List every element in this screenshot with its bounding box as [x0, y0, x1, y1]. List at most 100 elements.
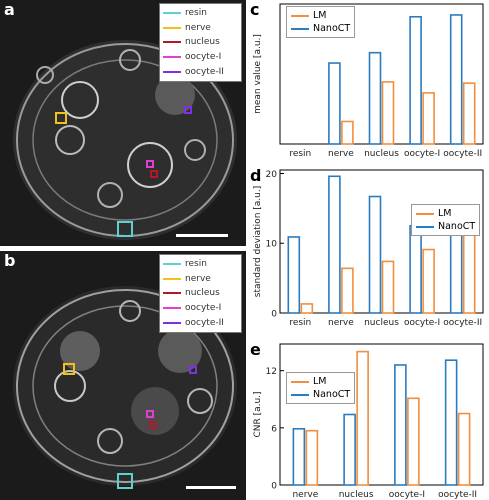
legend-item: resin — [163, 6, 238, 21]
plot-frame — [279, 169, 484, 314]
legend-label: resin — [185, 259, 207, 270]
roi-nerve — [55, 112, 67, 124]
panel-label-b: b — [4, 251, 16, 270]
chart-canvas: mean value [a.u.] resin nerve nucleus oocyte… — [253, 3, 484, 500]
legend-label: nerve — [185, 273, 211, 284]
y-tick-label: 0 — [271, 482, 277, 492]
legend-swatch — [291, 27, 309, 30]
legend-swatch — [163, 292, 181, 295]
legend-item: nucleus — [163, 35, 238, 50]
bar-lm-nucleus — [356, 350, 369, 486]
legend-swatch — [291, 393, 309, 396]
legend-swatch — [163, 321, 181, 324]
plot-frame — [279, 343, 484, 486]
chart-legend: LM NanoCT — [286, 6, 356, 38]
bar-nanoct-oocyte-I — [394, 364, 407, 486]
legend-label: NanoCT — [313, 389, 351, 400]
bar-lm-oocyte-I — [422, 92, 435, 145]
x-tick-label: oocyte-II — [443, 149, 482, 159]
x-tick-label: nucleus — [339, 490, 374, 500]
x-tick-label: oocyte-II — [438, 490, 477, 500]
bar-lm-nerve — [341, 267, 354, 314]
x-tick-label: resin — [289, 149, 311, 159]
bar-lm-nucleus — [381, 81, 395, 145]
bar-nanoct-oocyte-I — [409, 15, 422, 145]
y-axis-label: CNR [a.u.] — [253, 391, 263, 437]
legend-entry: NanoCT — [416, 220, 475, 233]
bar-lm-oocyte-II — [462, 82, 476, 145]
bar-nanoct-nucleus — [343, 413, 356, 486]
roi-oocyte-ii — [184, 106, 192, 114]
panel-label-d: d — [250, 166, 262, 185]
legend-item: oocyte-II — [163, 315, 238, 330]
x-tick-label: nucleus — [364, 149, 399, 159]
roi-legend-b: resin nerve nucleus oocyte-I oocyte-II — [159, 254, 242, 333]
roi-oocyte-ii — [189, 366, 197, 374]
legend-item: oocyte-II — [163, 64, 238, 79]
roi-nucleus — [150, 170, 158, 178]
legend-item: nucleus — [163, 286, 238, 301]
legend-swatch — [163, 70, 181, 73]
legend-swatch — [291, 14, 309, 17]
y-tick-label: 0 — [271, 310, 277, 320]
bar-lm-oocyte-I — [407, 397, 420, 486]
scale-bar — [186, 486, 236, 489]
bar-nanoct-oocyte-II — [444, 359, 458, 486]
micrograph-a: a resin nerve nucleus oocyte-I oocyte-II — [0, 0, 246, 246]
legend-label: resin — [185, 8, 207, 19]
scale-bar — [176, 234, 228, 237]
legend-swatch — [163, 56, 181, 59]
roi-nerve — [63, 363, 75, 375]
panel-label-a: a — [4, 0, 15, 19]
legend-item: nerve — [163, 272, 238, 287]
legend-swatch — [163, 277, 181, 280]
roi-resin — [117, 473, 133, 489]
legend-item: resin — [163, 257, 238, 272]
legend-swatch — [416, 225, 434, 228]
tissue-image-b — [13, 286, 237, 486]
chart-legend: LM NanoCT — [411, 204, 481, 236]
legend-label: oocyte-I — [185, 52, 222, 63]
bar-nanoct-nucleus — [368, 195, 382, 314]
x-tick-label: nerve — [292, 490, 318, 500]
bar-lm-oocyte-II — [457, 412, 471, 486]
legend-entry: LM — [291, 375, 350, 388]
bar-charts: mean value [a.u.] resin nerve nucleus oocyte… — [248, 0, 489, 500]
legend-label: nerve — [185, 22, 211, 33]
micrograph-b: b resin nerve nucleus oocyte-I oocyte-II — [0, 251, 246, 500]
legend-label: oocyte-II — [185, 317, 224, 328]
roi-oocyte-i — [146, 410, 154, 418]
roi-resin — [117, 221, 133, 237]
y-tick-label: 10 — [266, 240, 278, 250]
bar-lm-nerve — [305, 429, 319, 486]
legend-swatch — [163, 12, 181, 15]
legend-entry: LM — [416, 207, 475, 220]
bar-nanoct-oocyte-II — [449, 14, 463, 145]
bar-nanoct-nerve — [292, 427, 306, 486]
y-tick-label: 6 — [271, 424, 277, 434]
bar-lm-nucleus — [381, 260, 395, 314]
legend-entry: NanoCT — [291, 22, 350, 35]
legend-swatch — [416, 212, 434, 215]
y-axis-label: mean value [a.u.] — [253, 34, 263, 114]
legend-entry: NanoCT — [291, 388, 350, 401]
panel-label-e: e — [250, 340, 261, 359]
bar-nanoct-nucleus — [368, 51, 382, 145]
panel-label-c: c — [250, 0, 260, 19]
bar-lm-resin — [300, 303, 314, 314]
legend-label: NanoCT — [438, 221, 476, 232]
chart-legend: LM NanoCT — [286, 372, 356, 404]
y-axis-label: standard deviation [a.u.] — [253, 186, 263, 297]
legend-label: LM — [313, 10, 327, 21]
legend-item: oocyte-I — [163, 50, 238, 65]
y-tick-label: 12 — [266, 367, 277, 377]
legend-swatch — [163, 41, 181, 44]
legend-label: nucleus — [185, 288, 220, 299]
legend-swatch — [163, 263, 181, 266]
x-tick-label: resin — [289, 318, 311, 328]
legend-label: LM — [313, 376, 327, 387]
bar-nanoct-nerve — [328, 175, 341, 314]
x-tick-label: nerve — [328, 149, 354, 159]
legend-item: nerve — [163, 21, 238, 36]
x-tick-label: nerve — [328, 318, 354, 328]
